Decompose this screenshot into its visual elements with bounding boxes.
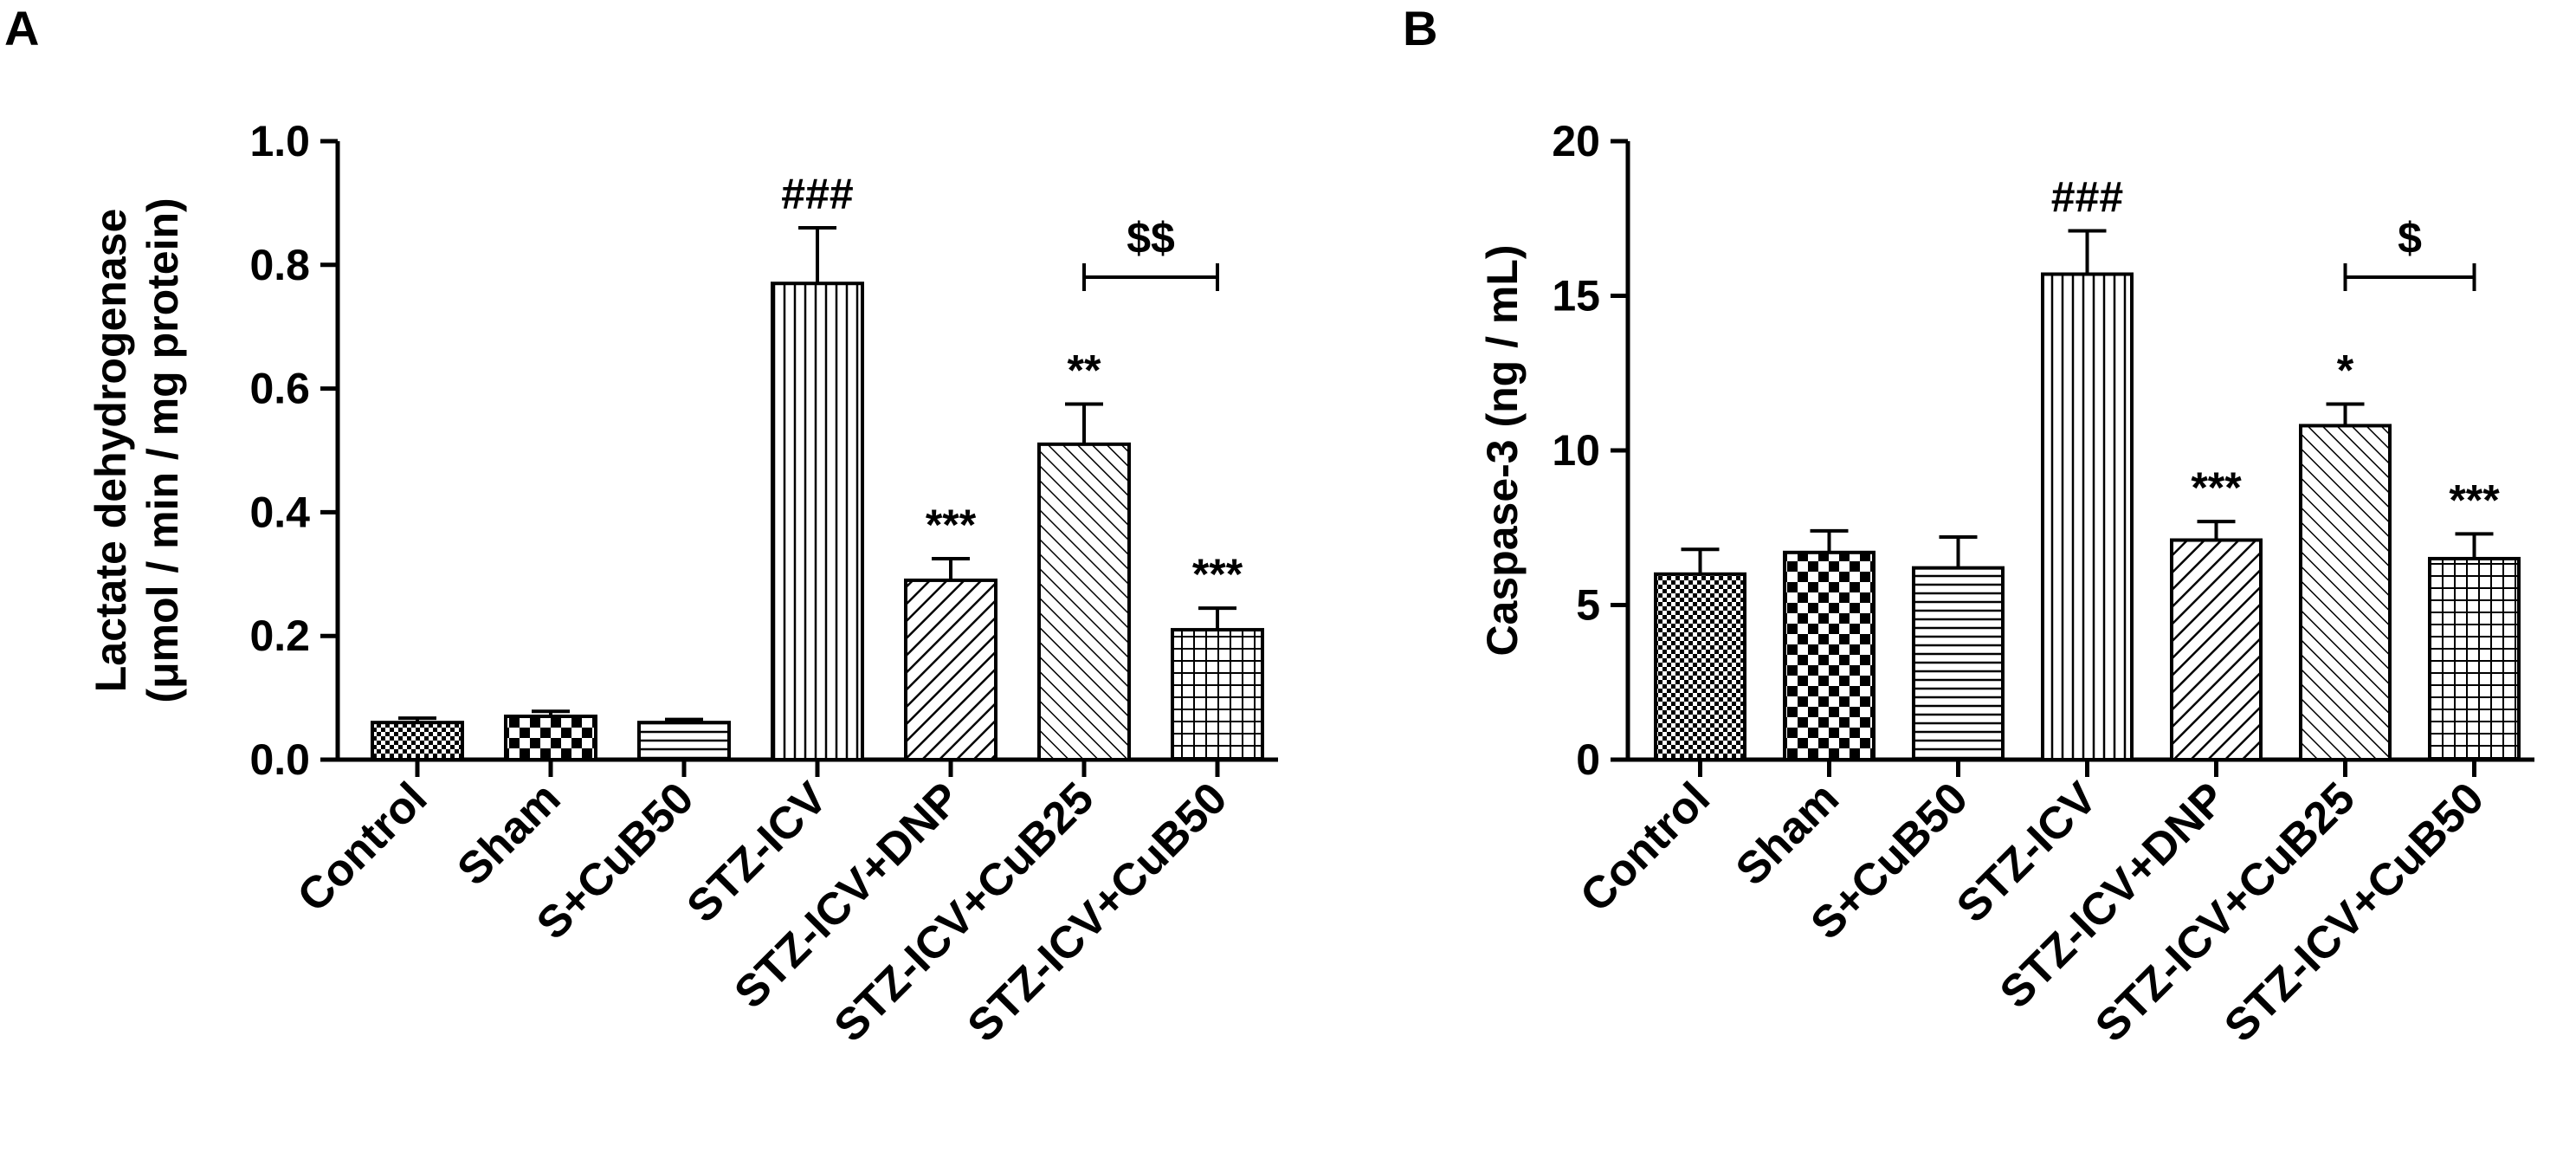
x-tick-label: Sham [448, 773, 570, 895]
bar [637, 721, 731, 761]
comparison-bracket-label: $ [2398, 214, 2422, 262]
bar [1037, 442, 1131, 761]
bar [1654, 572, 1746, 761]
x-tick-label: Control [288, 773, 437, 922]
bar [504, 715, 597, 762]
panel-b-chart: B Caspase-3 (ng / mL) 0 5 10 15 20 Control Sham S… [1403, 1, 2534, 1052]
y-tick-label: 0.6 [249, 365, 310, 413]
x-tick-label: STZ-ICV+DNP [1991, 773, 2236, 1018]
bar [904, 578, 997, 761]
bar [2299, 424, 2392, 761]
significance-label: ### [781, 170, 853, 218]
y-axis-label: (μmol / min / mg protein) [139, 197, 187, 702]
y-axis-label: Lactate dehydrogenase [87, 209, 135, 693]
bar [771, 282, 864, 762]
significance-label: *** [1192, 550, 1243, 599]
bar [2041, 272, 2134, 761]
significance-label: *** [2449, 476, 2500, 524]
comparison-bracket-label: $$ [1127, 214, 1175, 262]
x-tick-label: Control [1571, 773, 1720, 922]
significance-label: *** [926, 501, 977, 549]
y-tick-label: 0.2 [249, 612, 310, 660]
significance-label: ### [2051, 173, 2123, 222]
bar [2428, 556, 2521, 762]
bar [1783, 550, 1876, 761]
bar [371, 721, 464, 761]
y-tick-label: 0.4 [249, 488, 310, 536]
x-tick-label: Sham [1727, 773, 1849, 895]
y-tick-label: 20 [1552, 117, 1600, 165]
bar [2170, 538, 2263, 762]
y-tick-label: 10 [1552, 426, 1600, 475]
bar [1171, 628, 1264, 761]
significance-label: *** [2191, 463, 2242, 512]
significance-label: * [2337, 346, 2354, 394]
y-tick-label: 0.0 [249, 735, 310, 784]
bar [1912, 566, 2005, 761]
x-tick-label: STZ-ICV+CuB50 [959, 773, 1237, 1052]
panel-letter: A [4, 1, 39, 55]
y-axis-label: Caspase-3 (ng / mL) [1478, 244, 1527, 656]
y-tick-label: 0.8 [249, 241, 310, 289]
y-tick-label: 0 [1576, 735, 1600, 784]
significance-label: ** [1068, 346, 1101, 394]
panel-a-chart: A Lactate dehydrogenase (μmol / min / mg p… [4, 1, 1278, 1052]
y-tick-label: 5 [1576, 581, 1600, 630]
panel-letter: B [1403, 1, 1437, 55]
x-tick-label: STZ-ICV+DNP [725, 773, 970, 1018]
y-tick-label: 15 [1552, 272, 1600, 320]
y-tick-label: 1.0 [249, 117, 310, 165]
